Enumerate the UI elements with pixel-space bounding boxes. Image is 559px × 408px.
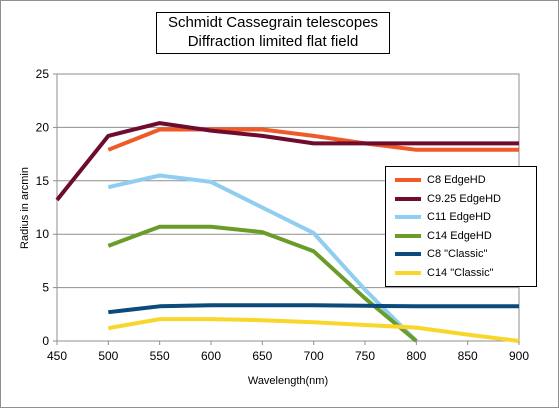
legend-swatch bbox=[395, 233, 421, 238]
y-tick-label: 5 bbox=[42, 281, 49, 295]
x-tick-label: 700 bbox=[304, 349, 324, 363]
series-lines bbox=[55, 121, 520, 343]
x-tick-label: 500 bbox=[98, 349, 118, 363]
chart-title-line-2: Diffraction limited flat field bbox=[187, 33, 359, 50]
y-tick-label: 20 bbox=[36, 120, 50, 134]
y-tick-label: 15 bbox=[36, 174, 50, 188]
series-line-2 bbox=[55, 121, 519, 202]
x-tick-label: 750 bbox=[355, 349, 375, 363]
legend-item: C14 "Classic" bbox=[386, 264, 536, 283]
x-tick-label: 850 bbox=[458, 349, 478, 363]
legend-item: C8 "Classic" bbox=[386, 245, 536, 264]
x-tick-label: 550 bbox=[150, 349, 170, 363]
series-line-5 bbox=[108, 303, 519, 315]
legend-item: C9.25 EdgeHD bbox=[386, 190, 536, 209]
chart-title-line-1: Schmidt Cassegrain telescopes bbox=[167, 14, 379, 31]
chart-title: Schmidt Cassegrain telescopes Diffractio… bbox=[156, 12, 390, 54]
series-line-3 bbox=[107, 173, 418, 343]
legend-label: C8 EdgeHD bbox=[427, 174, 486, 187]
legend-item: C8 EdgeHD bbox=[386, 171, 536, 190]
legend-swatch bbox=[395, 270, 421, 275]
legend-item: C11 EdgeHD bbox=[386, 208, 536, 227]
y-tick-label: 25 bbox=[36, 67, 50, 81]
x-tick-label: 900 bbox=[509, 349, 529, 363]
tick-labels: 0 5 10 15 20 25 450 500 550 600 650 700 750 800 850 900 bbox=[36, 67, 530, 363]
series-line-1 bbox=[107, 127, 519, 152]
legend-label: C14 EdgeHD bbox=[427, 229, 492, 242]
y-tick-label: 10 bbox=[36, 227, 50, 241]
legend-item: C14 EdgeHD bbox=[386, 227, 536, 246]
legend-label: C8 "Classic" bbox=[427, 248, 488, 261]
x-axis-title: Wavelength(nm) bbox=[248, 375, 328, 387]
x-tick-label: 650 bbox=[252, 349, 272, 363]
x-tick-label: 800 bbox=[406, 349, 426, 363]
x-tick-label: 600 bbox=[201, 349, 221, 363]
legend-swatch bbox=[395, 196, 421, 201]
axes bbox=[56, 74, 519, 342]
y-axis-title: Radius in arcmin bbox=[19, 167, 31, 249]
series-line-6 bbox=[107, 317, 520, 343]
legend-label: C11 EdgeHD bbox=[427, 211, 491, 224]
legend-swatch bbox=[395, 252, 421, 257]
legend-label: C14 "Classic" bbox=[427, 266, 494, 279]
legend-swatch bbox=[395, 215, 421, 220]
legend-swatch bbox=[395, 178, 421, 183]
y-tick-label: 0 bbox=[42, 334, 49, 348]
x-tick-label: 450 bbox=[47, 349, 67, 363]
series-line-4 bbox=[107, 224, 418, 343]
chart-legend: C8 EdgeHD C9.25 EdgeHD C11 EdgeHD C14 EdgeH… bbox=[385, 166, 537, 287]
legend-label: C9.25 EdgeHD bbox=[427, 192, 501, 205]
